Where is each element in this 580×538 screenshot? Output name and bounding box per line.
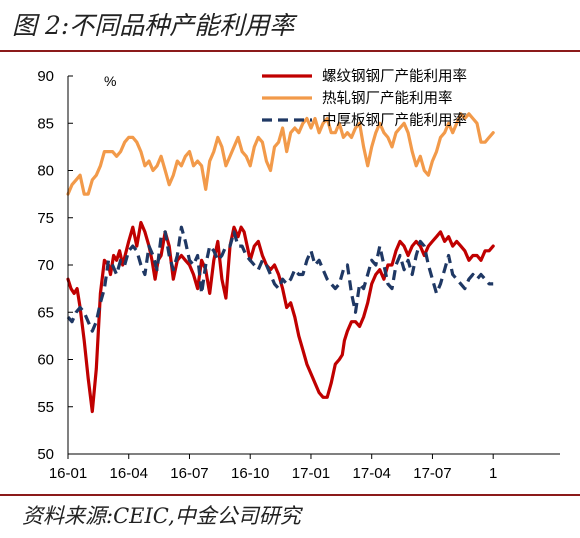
y-tick-label: 60 <box>37 352 54 369</box>
figure-title: 图 2:不同品种产能利用率 <box>12 11 295 40</box>
axes-layer: 50 55 60 65 70 75 80 85 90 16-01 16-04 16-07 16-10 17… <box>37 68 560 482</box>
legend-label-1: 螺纹钢钢厂产能利用率 <box>322 68 467 85</box>
y-tick-label: 65 <box>37 304 54 321</box>
x-tick-label: 16-10 <box>231 465 269 482</box>
x-tick-label: 17-01 <box>292 465 330 482</box>
x-tick-label: 17-04 <box>353 465 391 482</box>
series-line-1 <box>66 220 495 414</box>
y-unit-label: % <box>104 73 116 89</box>
line-chart: 50 55 60 65 70 75 80 85 90 16-01 16-04 16-07 16-10 17… <box>37 68 560 482</box>
y-tick-label: 85 <box>37 115 54 132</box>
source-note: 资料来源:CEIC,中金公司研究 <box>22 504 301 528</box>
series-line-2 <box>66 112 495 196</box>
y-tick-label: 70 <box>37 257 54 274</box>
y-tick-label: 55 <box>37 399 54 416</box>
source-rule <box>0 494 580 496</box>
series-line-3 <box>66 225 494 333</box>
y-tick-label: 90 <box>37 68 54 85</box>
x-tick-label: 1 <box>489 465 497 482</box>
x-tick-label: 16-01 <box>49 465 87 482</box>
series-layer <box>66 112 495 414</box>
y-tick-label: 50 <box>37 446 54 463</box>
y-tick-label: 75 <box>37 210 54 227</box>
x-tick-label: 17-07 <box>413 465 451 482</box>
x-tick-label: 16-04 <box>110 465 148 482</box>
x-tick-label: 16-07 <box>170 465 208 482</box>
title-rule <box>0 50 580 52</box>
legend-label-2: 热轧钢厂产能利用率 <box>322 90 453 107</box>
y-tick-label: 80 <box>37 163 54 180</box>
legend-label-3: 中厚板钢厂产能利用率 <box>322 111 467 129</box>
